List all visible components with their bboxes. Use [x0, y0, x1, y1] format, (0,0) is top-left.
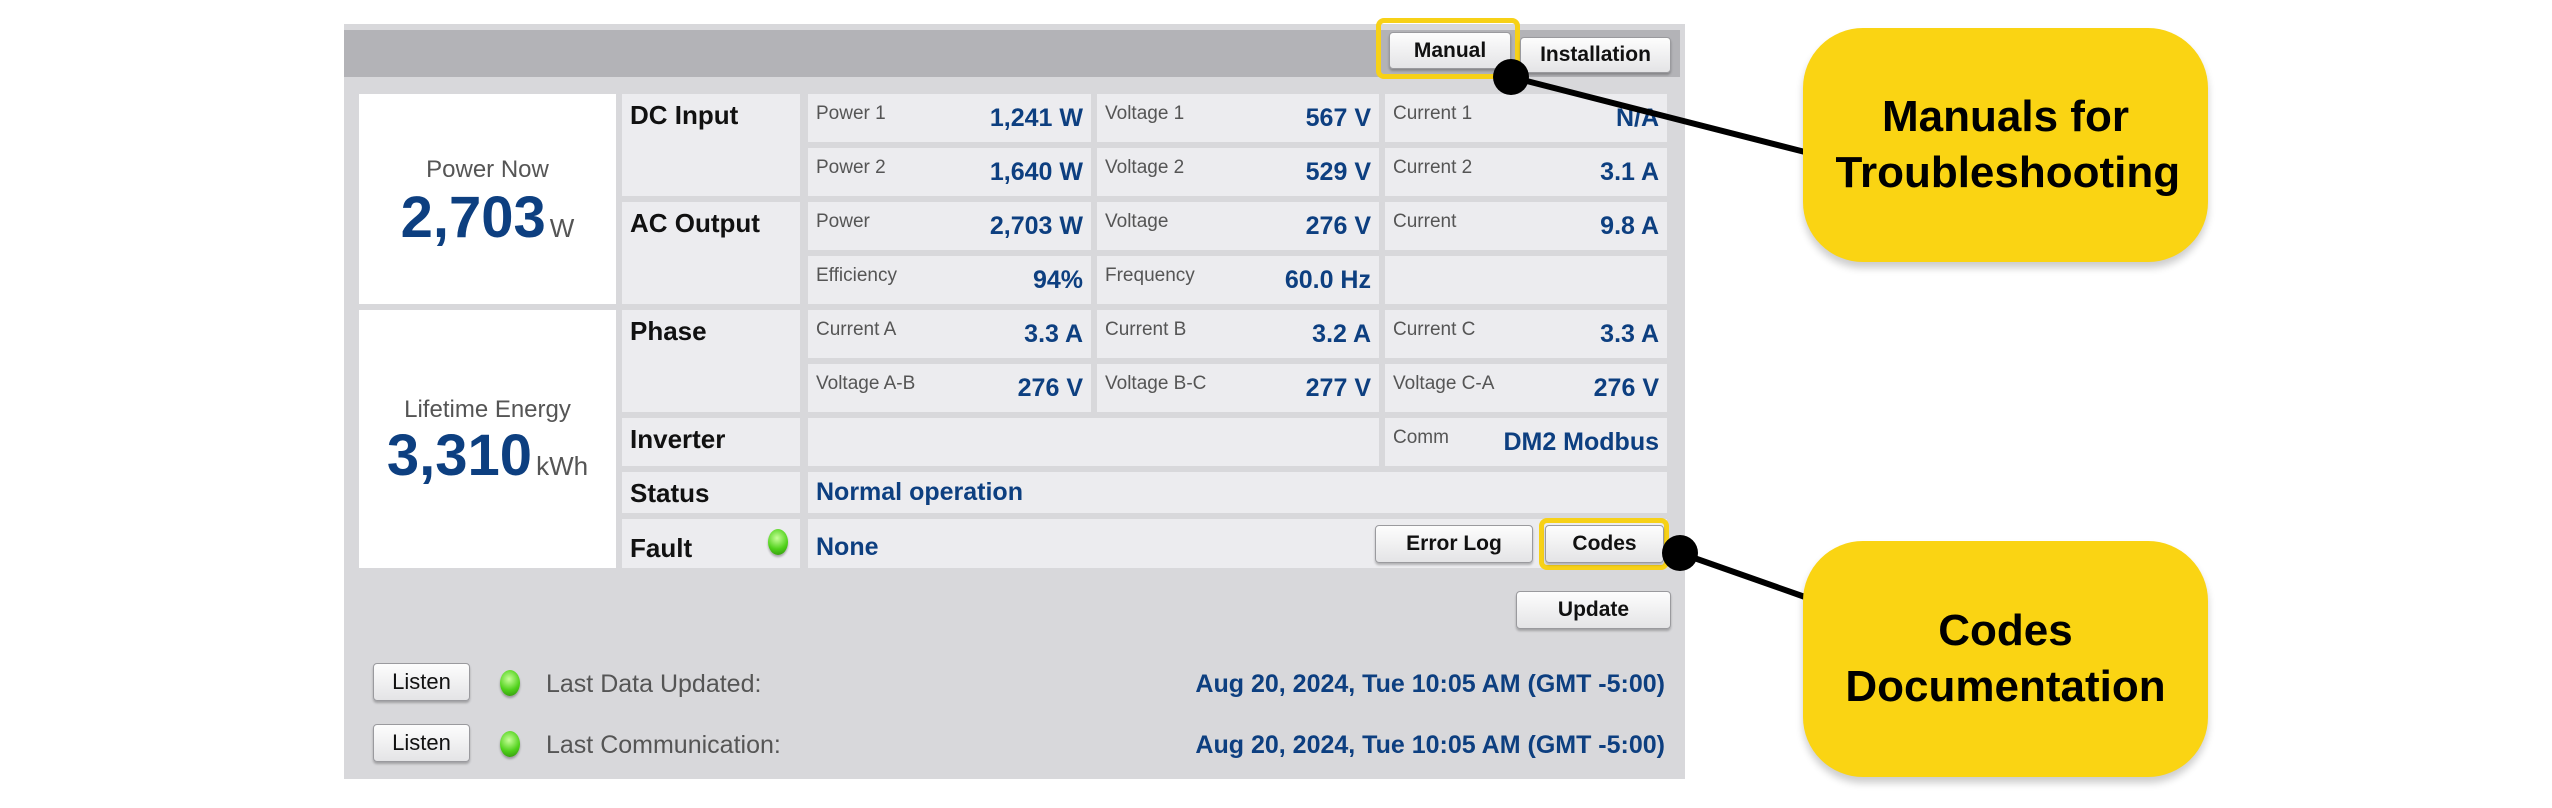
cell-label: Voltage A-B	[816, 373, 916, 394]
cell-label: Power	[816, 211, 870, 232]
phase-voltage-ca: Voltage C-A 276 V	[1385, 364, 1667, 412]
cell-label: Voltage	[1105, 211, 1169, 232]
cell-value: 3.2 A	[1312, 319, 1371, 348]
update-button[interactable]: Update	[1516, 591, 1671, 629]
last-data-updated-value: Aug 20, 2024, Tue 10:05 AM (GMT -5:00)	[1195, 670, 1665, 698]
cell-value: 277 V	[1305, 373, 1371, 402]
dc-current-2: Current 2 3.1 A	[1385, 148, 1667, 196]
empty-cell	[1385, 256, 1667, 304]
phase-current-b: Current B 3.2 A	[1097, 310, 1379, 358]
cell-label: Current	[1393, 211, 1457, 232]
cell-value: 276 V	[1593, 373, 1659, 402]
cell-label: Efficiency	[816, 265, 897, 286]
phase-current-c: Current C 3.3 A	[1385, 310, 1667, 358]
cell-label: Current A	[816, 319, 897, 340]
manual-pointer-dot	[1493, 59, 1529, 95]
error-log-button[interactable]: Error Log	[1375, 525, 1533, 563]
manual-button[interactable]: Manual	[1389, 32, 1511, 69]
cell-value: 1,241 W	[989, 103, 1083, 132]
fault-label: Fault	[622, 519, 800, 568]
cell-label: Current C	[1393, 319, 1476, 340]
cell-label: Current 2	[1393, 157, 1473, 178]
cell-value: 1,640 W	[989, 157, 1083, 186]
cell-label: Frequency	[1105, 265, 1195, 286]
phase-label: Phase	[622, 310, 800, 412]
ac-output-label: AC Output	[622, 202, 800, 304]
cell-label: Voltage 2	[1105, 157, 1185, 178]
power-now-number: 2,703	[400, 185, 546, 250]
listen-button[interactable]: Listen	[373, 663, 470, 701]
phase-current-a: Current A 3.3 A	[808, 310, 1091, 358]
status-label: Status	[622, 472, 800, 513]
power-now-label: Power Now	[426, 156, 549, 183]
data-update-led-icon	[500, 670, 520, 696]
cell-value: DM2 Modbus	[1503, 427, 1659, 456]
cell-label: Voltage 1	[1105, 103, 1185, 124]
cell-value: 567 V	[1305, 103, 1371, 132]
codes-pointer-dot	[1662, 535, 1698, 571]
cell-value: 529 V	[1305, 157, 1371, 186]
inverter-info-cell	[808, 418, 1379, 466]
power-now-unit: W	[549, 213, 575, 243]
listen-button[interactable]: Listen	[373, 724, 470, 762]
last-data-updated-label: Last Data Updated:	[546, 670, 762, 698]
dc-input-label: DC Input	[622, 94, 800, 196]
codes-callout: Codes Documentation	[1803, 541, 2208, 777]
cell-value: 276 V	[1017, 373, 1083, 402]
dc-power-2: Power 2 1,640 W	[808, 148, 1091, 196]
cell-label: Power 1	[816, 103, 886, 124]
cell-value: 3.1 A	[1600, 157, 1659, 186]
manuals-callout: Manuals for Troubleshooting	[1803, 28, 2208, 262]
cell-label: Power 2	[816, 157, 886, 178]
cell-value: 3.3 A	[1600, 319, 1659, 348]
ac-voltage: Voltage 276 V	[1097, 202, 1379, 250]
cell-value: 2,703 W	[989, 211, 1083, 240]
installation-button[interactable]: Installation	[1520, 37, 1671, 73]
codes-callout-text: Codes Documentation	[1845, 606, 2166, 711]
cell-label: Current B	[1105, 319, 1187, 340]
power-now-value: 2,703 W	[359, 184, 616, 251]
lifetime-energy-label: Lifetime Energy	[404, 396, 571, 423]
cell-label: Voltage C-A	[1393, 373, 1495, 394]
lifetime-energy-unit: kWh	[536, 451, 589, 481]
last-communication-label: Last Communication:	[546, 731, 781, 759]
dc-power-1: Power 1 1,241 W	[808, 94, 1091, 142]
lifetime-energy-number: 3,310	[386, 423, 533, 488]
cell-value: 9.8 A	[1600, 211, 1659, 240]
dc-voltage-2: Voltage 2 529 V	[1097, 148, 1379, 196]
ac-power: Power 2,703 W	[808, 202, 1091, 250]
dc-voltage-1: Voltage 1 567 V	[1097, 94, 1379, 142]
manual-highlight	[1376, 18, 1520, 79]
cell-label: Voltage B-C	[1105, 373, 1207, 394]
inverter-comm: Comm DM2 Modbus	[1385, 418, 1667, 466]
phase-voltage-bc: Voltage B-C 277 V	[1097, 364, 1379, 412]
fault-label-text: Fault	[630, 533, 693, 563]
ac-current: Current 9.8 A	[1385, 202, 1667, 250]
lifetime-energy-value: 3,310 kWh	[359, 422, 616, 489]
fault-value: None	[816, 533, 879, 561]
inverter-label: Inverter	[622, 418, 800, 466]
cell-value: 94%	[1032, 265, 1083, 294]
cell-label: Comm	[1393, 427, 1449, 448]
cell-value: 276 V	[1305, 211, 1371, 240]
power-now-box: Power Now 2,703 W	[359, 94, 616, 304]
communication-led-icon	[500, 731, 520, 757]
ac-efficiency: Efficiency 94%	[808, 256, 1091, 304]
last-communication-value: Aug 20, 2024, Tue 10:05 AM (GMT -5:00)	[1195, 731, 1665, 759]
phase-voltage-ab: Voltage A-B 276 V	[808, 364, 1091, 412]
cell-label: Current 1	[1393, 103, 1473, 124]
status-value: Normal operation	[816, 478, 1023, 506]
cell-value: 60.0 Hz	[1284, 265, 1371, 294]
manuals-callout-text: Manuals for Troubleshooting	[1835, 92, 2181, 197]
ac-frequency: Frequency 60.0 Hz	[1097, 256, 1379, 304]
codes-connector-line	[1679, 550, 1806, 600]
lifetime-energy-box: Lifetime Energy 3,310 kWh	[359, 310, 616, 568]
manual-connector-line	[1510, 74, 1806, 155]
fault-status-led-icon	[768, 529, 788, 555]
cell-value: 3.3 A	[1024, 319, 1083, 348]
status-cell: Normal operation	[808, 472, 1667, 513]
